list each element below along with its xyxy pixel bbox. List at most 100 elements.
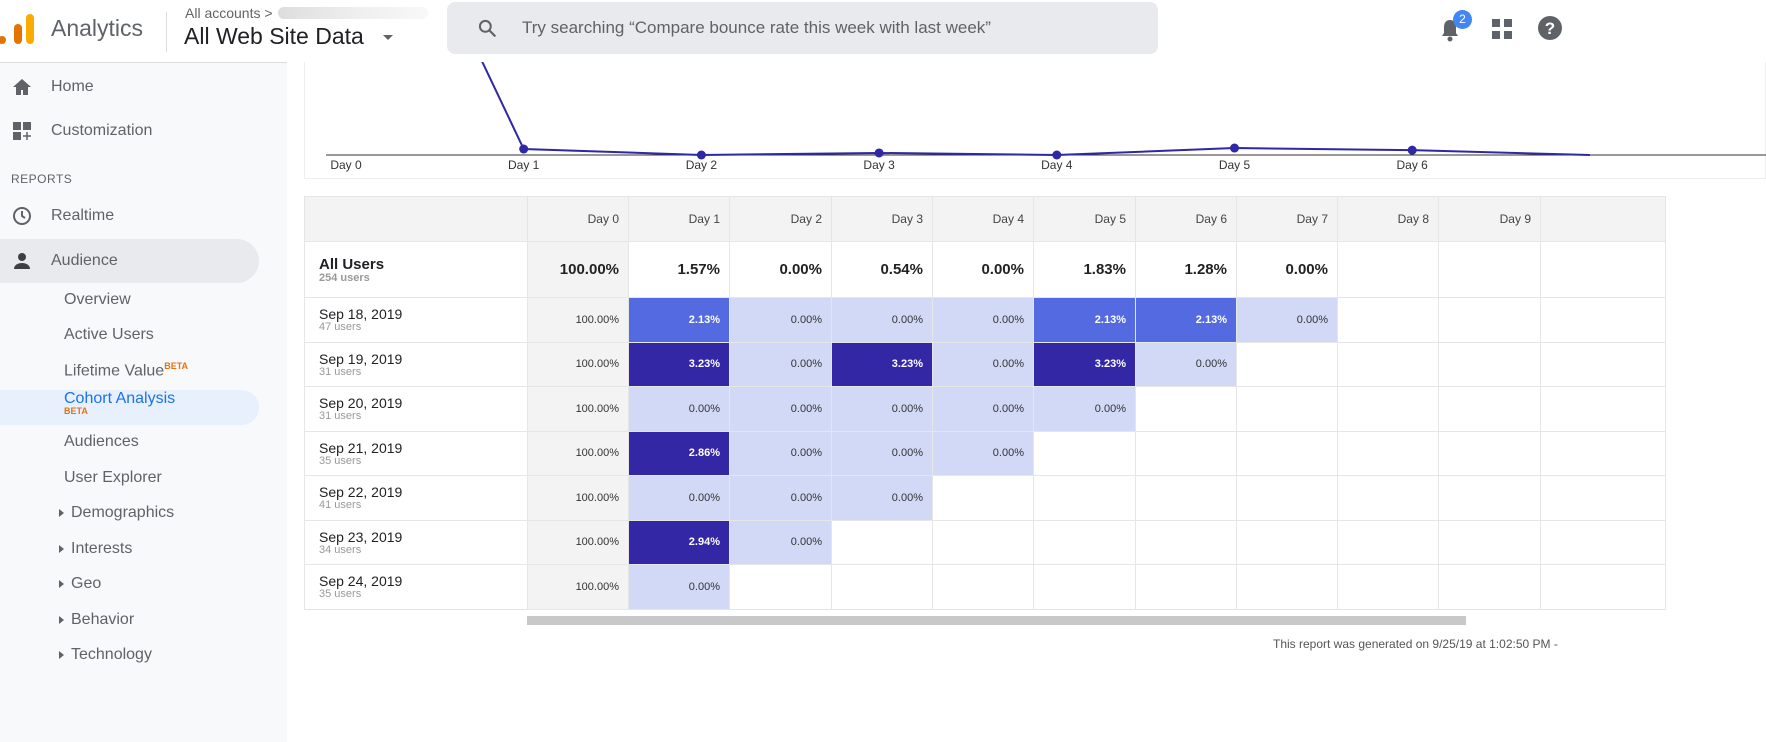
data-point[interactable] [519,144,529,154]
retention-cell[interactable] [1337,564,1439,610]
retention-cell[interactable] [1438,430,1541,476]
expand-icon[interactable] [59,545,64,553]
sidebar-item-customization[interactable]: Customization [0,113,287,149]
retention-cell[interactable]: 0.00% [729,475,832,521]
retention-cell[interactable]: 0.00% [932,430,1034,476]
expand-icon[interactable] [59,616,64,624]
retention-cell[interactable]: 0.00% [729,519,832,565]
column-header[interactable]: Day 9 [1438,196,1541,242]
retention-cell[interactable] [1236,519,1338,565]
retention-cell[interactable]: 100.00% [527,297,629,343]
retention-cell[interactable]: 2.13% [1033,297,1136,343]
retention-cell[interactable]: 100.00% [527,430,629,476]
retention-cell[interactable] [1540,519,1666,565]
view-selector[interactable]: All Web Site Data [184,23,364,49]
search-input[interactable] [522,2,1142,54]
retention-cell[interactable] [1236,564,1338,610]
retention-cell[interactable]: 100.00% [527,519,629,565]
retention-cell[interactable]: 2.13% [628,297,730,343]
retention-cell[interactable] [831,564,933,610]
retention-cell[interactable]: 0.00% [831,430,933,476]
retention-cell[interactable]: 2.94% [628,519,730,565]
retention-cell[interactable] [1236,341,1338,387]
retention-cell[interactable]: 0.00% [932,386,1034,432]
retention-cell[interactable] [1438,297,1541,343]
retention-cell[interactable] [1236,430,1338,476]
retention-cell[interactable]: 3.23% [831,341,933,387]
sidebar-item-behavior[interactable]: Behavior [71,611,135,628]
retention-cell[interactable] [1337,297,1439,343]
data-point[interactable] [1230,143,1239,153]
retention-cell[interactable]: 0.00% [729,430,832,476]
help-icon[interactable]: ? [1538,16,1562,40]
column-header[interactable]: Day 2 [729,196,832,242]
retention-cell[interactable]: 2.86% [628,430,730,476]
retention-cell[interactable] [1540,297,1666,343]
column-header[interactable]: Day 7 [1236,196,1338,242]
retention-cell[interactable]: 0.00% [729,341,832,387]
retention-cell[interactable] [932,564,1034,610]
retention-cell[interactable] [1033,564,1136,610]
retention-cell[interactable]: 3.23% [1033,341,1136,387]
sidebar-item-home[interactable]: Home [0,69,287,105]
retention-cell[interactable] [932,475,1034,521]
data-point[interactable] [1052,150,1062,160]
retention-cell[interactable] [932,519,1034,565]
retention-cell[interactable] [1135,386,1237,432]
retention-cell[interactable]: 2.13% [1135,297,1237,343]
column-header[interactable] [304,196,528,242]
column-header[interactable]: Day 6 [1135,196,1237,242]
retention-cell[interactable] [1337,341,1439,387]
sidebar-item-interests[interactable]: Interests [71,540,133,557]
column-header[interactable]: Day 0 [527,196,629,242]
analytics-logo[interactable] [0,14,40,44]
retention-cell[interactable]: 0.00% [628,386,730,432]
retention-cell[interactable] [1438,341,1541,387]
expand-icon[interactable] [59,651,64,659]
sidebar-item-demographics[interactable]: Demographics [71,504,175,521]
retention-cell[interactable] [729,564,832,610]
retention-cell[interactable] [1033,475,1136,521]
data-point[interactable] [696,150,706,160]
sidebar-item-geo[interactable]: Geo [71,575,102,592]
retention-cell[interactable] [1337,519,1439,565]
column-header[interactable]: Day 3 [831,196,933,242]
sidebar-item-overview[interactable]: Overview [64,291,131,308]
breadcrumb[interactable]: All accounts > [185,5,273,21]
retention-cell[interactable] [1438,386,1541,432]
column-header[interactable] [1540,196,1666,242]
retention-cell[interactable]: 0.00% [831,475,933,521]
retention-cell[interactable] [1337,386,1439,432]
retention-cell[interactable]: 100.00% [527,475,629,521]
retention-cell[interactable]: 0.00% [1236,297,1338,343]
data-point[interactable] [874,148,884,158]
retention-cell[interactable] [1033,430,1136,476]
retention-cell[interactable] [1540,430,1666,476]
retention-cell[interactable]: 0.00% [932,341,1034,387]
sidebar-item-cohort-analysis[interactable]: Cohort Analysis BETA [64,391,175,416]
sidebar-item-user-explorer[interactable]: User Explorer [64,469,162,486]
retention-cell[interactable] [831,519,933,565]
sidebar-item-technology[interactable]: Technology [71,646,152,663]
retention-cell[interactable]: 3.23% [628,341,730,387]
sidebar-item-lifetime-value[interactable]: Lifetime ValueBETA [64,361,188,380]
retention-cell[interactable]: 0.00% [628,475,730,521]
retention-cell[interactable]: 0.00% [831,386,933,432]
retention-cell[interactable] [1033,519,1136,565]
expand-icon[interactable] [59,509,64,517]
retention-cell[interactable] [1135,519,1237,565]
caret-down-icon[interactable] [383,35,393,40]
column-header[interactable]: Day 8 [1337,196,1439,242]
retention-cell[interactable] [1540,341,1666,387]
retention-cell[interactable]: 100.00% [527,386,629,432]
retention-cell[interactable] [1540,564,1666,610]
sidebar-item-audience[interactable]: Audience [0,243,287,279]
retention-cell[interactable]: 0.00% [628,564,730,610]
retention-cell[interactable] [1236,386,1338,432]
apps-grid-icon[interactable] [1492,19,1512,39]
column-header[interactable]: Day 1 [628,196,730,242]
data-point[interactable] [1407,145,1417,155]
sidebar-item-active-users[interactable]: Active Users [64,326,154,343]
retention-cell[interactable]: 0.00% [1033,386,1136,432]
expand-icon[interactable] [59,580,64,588]
